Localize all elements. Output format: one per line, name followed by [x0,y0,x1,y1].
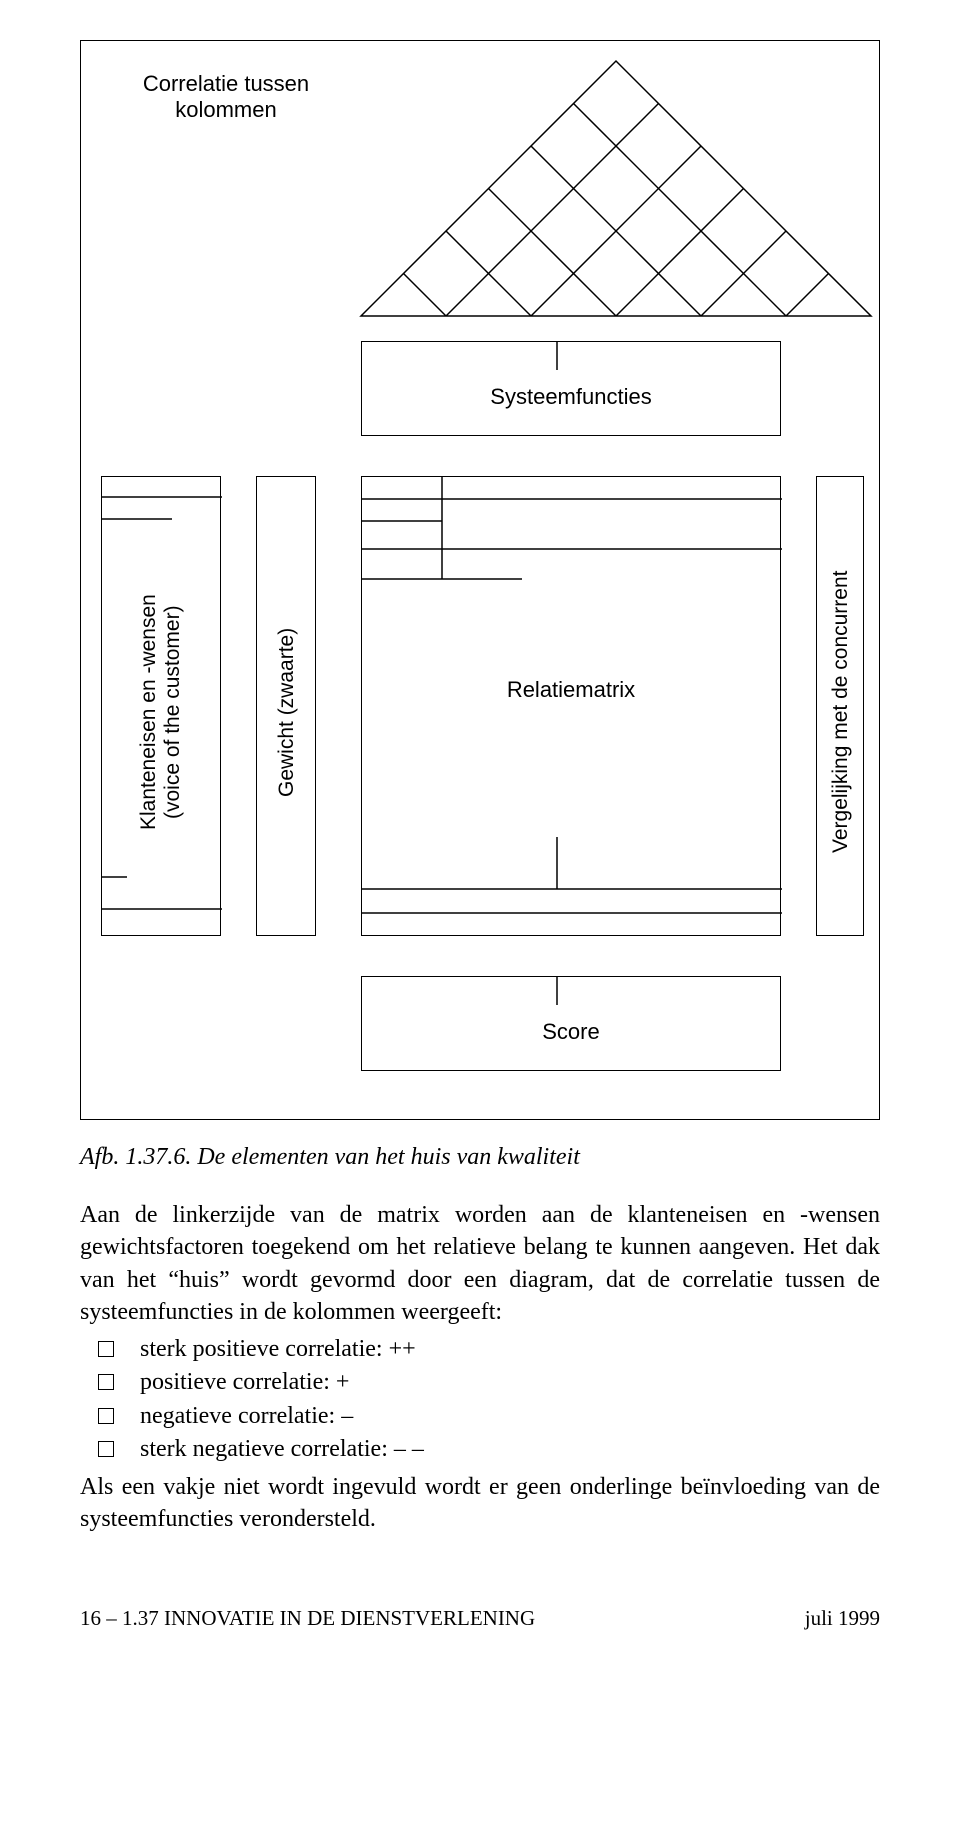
klanteneisen-box: Klanteneisen en -wensen (voice of the cu… [101,476,221,936]
list-item: negatieve correlatie: – [80,1400,880,1434]
score-label: Score [362,1019,780,1045]
house-of-quality-figure: Correlatie tussen kolommen Systeemfuncti… [80,40,880,1120]
roof-label: Correlatie tussen kolommen [111,71,341,123]
relatiematrix-grid [362,477,782,937]
paragraph-2: Als een vakje niet wordt ingevuld wordt … [80,1471,880,1536]
list-item: sterk negatieve correlatie: – – [80,1433,880,1467]
score-box: Score [361,976,781,1071]
systeemfuncties-label: Systeemfuncties [362,384,780,410]
gewicht-label: Gewicht (zwaarte) [275,597,299,827]
systeemfuncties-box: Systeemfuncties [361,341,781,436]
list-item: sterk positieve correlatie: ++ [80,1333,880,1367]
figure-caption: Afb. 1.37.6. De elementen van het huis v… [80,1144,880,1171]
page-footer: 16 – 1.37 INNOVATIE IN DE DIENSTVERLENIN… [80,1606,880,1631]
gewicht-box: Gewicht (zwaarte) [256,476,316,936]
list-item: positieve correlatie: + [80,1366,880,1400]
relatiematrix-box: Relatiematrix [361,476,781,936]
footer-right: juli 1999 [805,1606,880,1631]
vergelijking-label: Vergelijking met de concurrent [829,537,853,887]
relatiematrix-label: Relatiematrix [362,677,780,703]
roof-triangle [361,61,871,316]
vergelijking-box: Vergelijking met de concurrent [816,476,864,936]
klanteneisen-label: Klanteneisen en -wensen (voice of the cu… [137,557,185,867]
footer-left: 16 – 1.37 INNOVATIE IN DE DIENSTVERLENIN… [80,1606,535,1631]
paragraph-1: Aan de linkerzijde van de matrix worden … [80,1199,880,1329]
correlation-bullet-list: sterk positieve correlatie: ++ positieve… [80,1333,880,1467]
